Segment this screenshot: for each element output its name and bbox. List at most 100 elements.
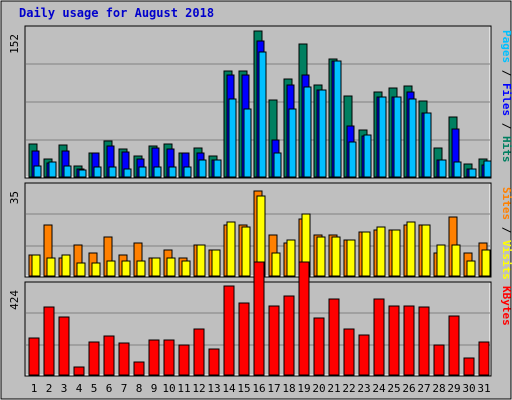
bar-kbytes-day-29 xyxy=(448,315,460,376)
bar-visits-day-8 xyxy=(136,260,146,277)
bar-visits-day-10 xyxy=(166,257,176,277)
bar-kbytes-day-6 xyxy=(103,335,115,376)
bar-kbytes-day-25 xyxy=(388,305,400,376)
x-tick-label-day-28: 28 xyxy=(432,382,445,395)
bar-pages-day-20 xyxy=(318,89,327,178)
bar-visits-day-2 xyxy=(46,257,56,277)
x-tick-label-day-17: 17 xyxy=(267,382,280,395)
x-tick-label-day-15: 15 xyxy=(237,382,250,395)
panel-visitors: 35 Sites / Visits xyxy=(8,182,512,280)
bar-kbytes-day-19 xyxy=(298,261,310,376)
x-tick-label-day-4: 4 xyxy=(76,382,83,395)
bar-kbytes-day-28 xyxy=(433,344,445,376)
bar-pages-day-14 xyxy=(228,98,237,178)
bar-pages-day-4 xyxy=(78,169,87,178)
bar-visits-day-31 xyxy=(481,249,491,277)
x-tick-label-day-8: 8 xyxy=(136,382,143,395)
bar-kbytes-day-30 xyxy=(463,357,475,376)
side-label-part: Visits xyxy=(500,240,512,280)
bar-kbytes-day-9 xyxy=(148,339,160,376)
bar-kbytes-day-15 xyxy=(238,302,250,376)
bar-pages-day-31 xyxy=(483,160,492,178)
bar-pages-day-21 xyxy=(333,60,342,178)
bar-kbytes-day-1 xyxy=(28,337,40,376)
bar-kbytes-day-11 xyxy=(178,344,190,376)
panel-max-label-traffic: 152 xyxy=(8,34,21,54)
bar-visits-day-9 xyxy=(151,257,161,277)
bar-pages-day-9 xyxy=(153,166,162,178)
bar-kbytes-day-16 xyxy=(253,261,265,376)
x-tick-label-day-18: 18 xyxy=(282,382,295,395)
x-tick-label-day-13: 13 xyxy=(207,382,220,395)
bar-pages-day-16 xyxy=(258,51,267,178)
x-tick-label-day-10: 10 xyxy=(162,382,175,395)
bar-pages-day-12 xyxy=(198,159,207,178)
bar-kbytes-day-22 xyxy=(343,328,355,376)
series-visits xyxy=(31,195,491,277)
panel-kbytes: 424 KBytes xyxy=(8,261,512,377)
bar-kbytes-day-10 xyxy=(163,339,175,376)
bar-visits-day-14 xyxy=(226,221,236,277)
bar-pages-day-3 xyxy=(63,165,72,178)
bar-kbytes-day-12 xyxy=(193,328,205,376)
bar-pages-day-24 xyxy=(378,96,387,178)
bar-visits-day-27 xyxy=(421,224,431,277)
x-tick-label-day-7: 7 xyxy=(121,382,128,395)
bar-kbytes-day-17 xyxy=(268,305,280,376)
bar-visits-day-22 xyxy=(346,239,356,277)
bar-pages-day-17 xyxy=(273,152,282,178)
side-label-part: Files xyxy=(500,83,512,116)
bar-pages-day-26 xyxy=(408,98,417,178)
series-pages xyxy=(33,51,492,178)
chart-title: Daily usage for August 2018 xyxy=(19,6,214,20)
x-tick-label-day-1: 1 xyxy=(31,382,38,395)
x-tick-label-day-9: 9 xyxy=(151,382,158,395)
side-label-part: Sites xyxy=(500,187,512,220)
bar-pages-day-2 xyxy=(48,161,57,178)
bar-kbytes-day-14 xyxy=(223,285,235,376)
bar-visits-day-18 xyxy=(286,239,296,277)
bar-kbytes-day-4 xyxy=(73,366,85,376)
bar-pages-day-22 xyxy=(348,141,357,178)
x-tick-label-day-22: 22 xyxy=(342,382,355,395)
bar-pages-day-30 xyxy=(468,168,477,178)
side-label-part: / xyxy=(500,116,512,136)
x-tick-label-day-26: 26 xyxy=(402,382,415,395)
bar-pages-day-19 xyxy=(303,86,312,178)
x-tick-label-day-24: 24 xyxy=(372,382,386,395)
bar-pages-day-5 xyxy=(93,166,102,178)
bar-visits-day-30 xyxy=(466,260,476,277)
bar-pages-day-11 xyxy=(183,166,192,178)
x-tick-label-day-2: 2 xyxy=(46,382,53,395)
side-label-part: / xyxy=(500,220,512,240)
bar-pages-day-15 xyxy=(243,108,252,178)
x-tick-label-day-3: 3 xyxy=(61,382,68,395)
side-label-part: / xyxy=(500,63,512,83)
bar-kbytes-day-20 xyxy=(313,317,325,376)
bar-kbytes-day-7 xyxy=(118,342,130,376)
bar-visits-day-7 xyxy=(121,260,131,277)
panel-max-label-kbytes: 424 xyxy=(8,290,21,310)
bar-kbytes-day-31 xyxy=(478,341,490,376)
bar-pages-day-29 xyxy=(453,161,462,178)
bar-visits-day-5 xyxy=(91,262,101,277)
panel-side-label-visitors: Sites / Visits xyxy=(500,187,512,280)
bar-visits-day-11 xyxy=(181,260,191,277)
bar-pages-day-28 xyxy=(438,159,447,178)
x-tick-label-day-16: 16 xyxy=(252,382,265,395)
bar-visits-day-3 xyxy=(61,254,71,277)
bar-kbytes-day-26 xyxy=(403,305,415,376)
bar-visits-day-13 xyxy=(211,249,221,277)
x-tick-label-day-20: 20 xyxy=(312,382,325,395)
bar-visits-day-23 xyxy=(361,231,371,277)
bar-visits-day-24 xyxy=(376,226,386,277)
x-tick-label-day-14: 14 xyxy=(222,382,236,395)
bar-pages-day-7 xyxy=(123,168,132,178)
bar-kbytes-day-8 xyxy=(133,361,145,376)
x-tick-label-day-21: 21 xyxy=(327,382,340,395)
bar-visits-day-20 xyxy=(316,236,326,277)
bar-visits-day-26 xyxy=(406,221,416,277)
bar-kbytes-day-27 xyxy=(418,306,430,376)
